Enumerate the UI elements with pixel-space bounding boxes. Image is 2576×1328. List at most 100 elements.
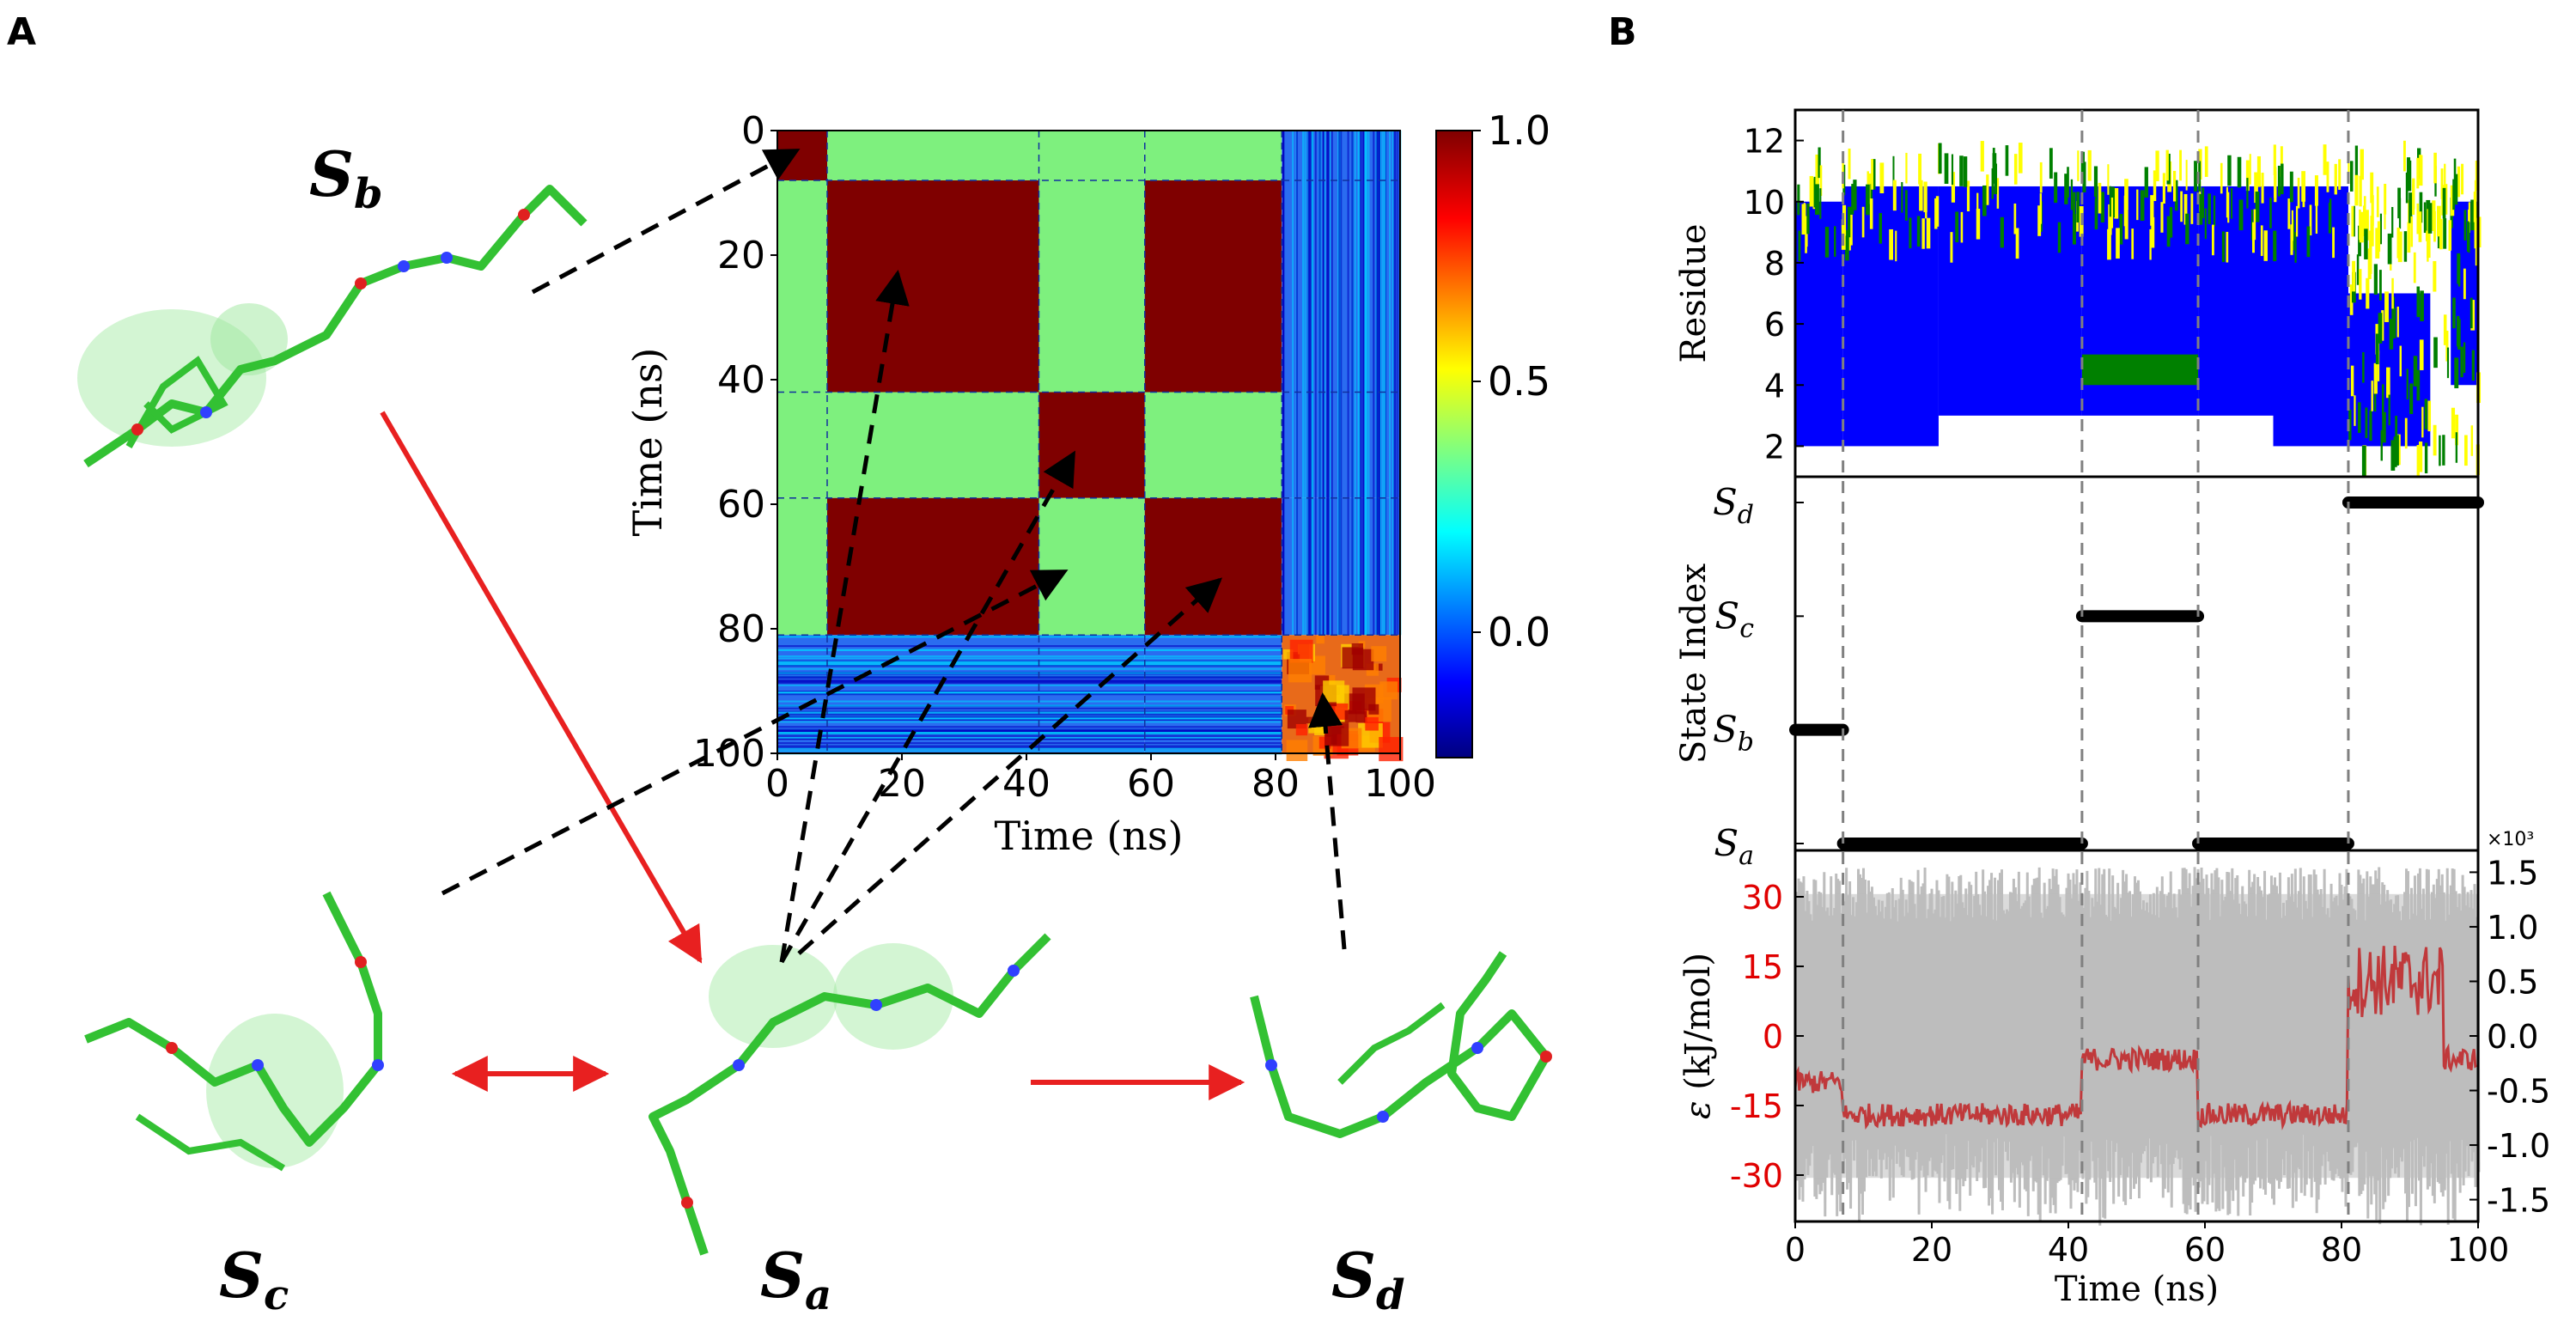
residue-mark [2037, 205, 2042, 236]
residue-mark [2204, 208, 2207, 240]
residue-mark [1892, 180, 1897, 211]
residue-mark [2404, 417, 2408, 449]
residue-mark [2354, 395, 2356, 426]
residue-mark [1798, 230, 1801, 262]
residue-mark [1797, 184, 1800, 216]
residue-mark [2273, 144, 2276, 175]
residue-mark [2397, 187, 2401, 219]
heatmap-cell [1038, 180, 1145, 393]
residue-mark [1848, 148, 1851, 180]
residue-mark [1879, 213, 1883, 244]
residue-mark [2364, 228, 2368, 259]
residue-mark [2277, 165, 2281, 197]
pointer-arrow-sd [1308, 692, 1347, 950]
residue-mark [2353, 205, 2355, 237]
energy-ytick-label: -30 [1730, 1157, 1783, 1195]
residue-mark [2455, 414, 2459, 446]
heatmap-streak [777, 734, 1282, 737]
residue-mark [2448, 220, 2452, 251]
residue-mark [1809, 175, 1814, 207]
residue-mark [2054, 172, 2058, 204]
residue-mark [2433, 337, 2438, 369]
residue-mark [2287, 198, 2291, 229]
residue-mark [2323, 144, 2327, 175]
pointer-arrow-sc [441, 569, 1069, 896]
heatmap-streak [777, 675, 1282, 678]
heatmap-streak [777, 750, 1282, 752]
residue-mark [1895, 230, 1897, 262]
molecule-sc [84, 891, 384, 1172]
residue-mark [2306, 226, 2311, 258]
residue-mark [2373, 381, 2377, 412]
residue-mark [2015, 228, 2019, 259]
residue-mark [2416, 286, 2421, 318]
heatmap-mottle [1375, 663, 1383, 671]
residue-mark [2440, 168, 2444, 199]
residue-mark [2375, 228, 2380, 259]
residue-mark [2363, 205, 2366, 237]
heatmap-mottle [1325, 674, 1336, 685]
residue-mark [2379, 213, 2383, 245]
energy-fluctuation-band [1795, 893, 2478, 1179]
residue-mark [2387, 233, 2392, 265]
residue-mark [2273, 230, 2277, 262]
label-sd: Sd [1331, 1239, 1405, 1319]
energy-right-tick-label: 0.5 [2487, 963, 2538, 1001]
heatmap-streak [777, 713, 1282, 716]
residue-mark [2165, 149, 2169, 181]
residue-mark [2174, 180, 2178, 211]
residue-mark [2309, 204, 2312, 236]
residue-mark [1892, 155, 1895, 187]
residue-mark [2424, 399, 2428, 429]
energy-xlabel: Time (ns) [2055, 1270, 2219, 1309]
energy-xtick-label: 80 [2321, 1231, 2362, 1269]
pointer-arrow-sa-3 [797, 577, 1222, 955]
residue-mark [2461, 163, 2464, 195]
residue-mark [2131, 228, 2134, 259]
residue-mark [2153, 170, 2157, 201]
energy-xtick-label: 60 [2184, 1231, 2226, 1269]
residue-mark [1951, 154, 1954, 186]
residue-mark [1806, 203, 1810, 235]
residue-mark [2362, 352, 2365, 383]
heatmap-mottle [1286, 740, 1308, 761]
pointer-arrow-sa-1 [779, 270, 910, 963]
heatmap-cell [777, 392, 827, 498]
colorbar-ticks: 1.0 0.5 0.0 [1472, 107, 1550, 655]
residue-mark [1938, 143, 1942, 174]
residue-mark [2370, 172, 2374, 204]
residue-ytick-label: 10 [1744, 184, 1785, 222]
residue-mark [1976, 208, 1981, 240]
heatmap-streak [777, 712, 1282, 715]
residue-ytick-label: 2 [1764, 428, 1785, 466]
residue-mark [2359, 269, 2362, 300]
heatmap-cell [1144, 131, 1282, 180]
heatmap-streak [777, 684, 1282, 686]
energy-ylabel: ε (kJ/mol) [1678, 953, 1718, 1119]
heatmap-cell [1144, 497, 1282, 636]
state-ytick-label: Sc [1714, 594, 1754, 643]
residue-mark [2373, 264, 2378, 295]
residue-mark [2412, 184, 2415, 216]
heatmap-streak [1318, 131, 1321, 636]
residue-mark [2151, 216, 2155, 248]
residue-mark [2451, 407, 2456, 439]
heatmap-streak [777, 737, 1282, 740]
residue-mark [2166, 216, 2171, 247]
residue-mark [2246, 178, 2249, 209]
residue-mark [1951, 172, 1956, 203]
residue-mark [1986, 174, 1989, 205]
energy-right-tick-label: 1.5 [2487, 854, 2538, 892]
residue-strand [2081, 354, 2199, 386]
heatmap-streak [1389, 131, 1392, 636]
residue-mark [2457, 255, 2461, 287]
heatmap-streak [777, 680, 1282, 683]
heatmap-streak [1366, 131, 1368, 636]
residue-mark [1847, 206, 1852, 238]
residue-mark [2439, 435, 2441, 466]
residue-mark [1889, 228, 1894, 260]
residue-mark [2291, 210, 2293, 241]
residue-mark [2261, 173, 2264, 204]
residue-mark [2256, 155, 2262, 187]
residue-mark [2039, 161, 2043, 193]
